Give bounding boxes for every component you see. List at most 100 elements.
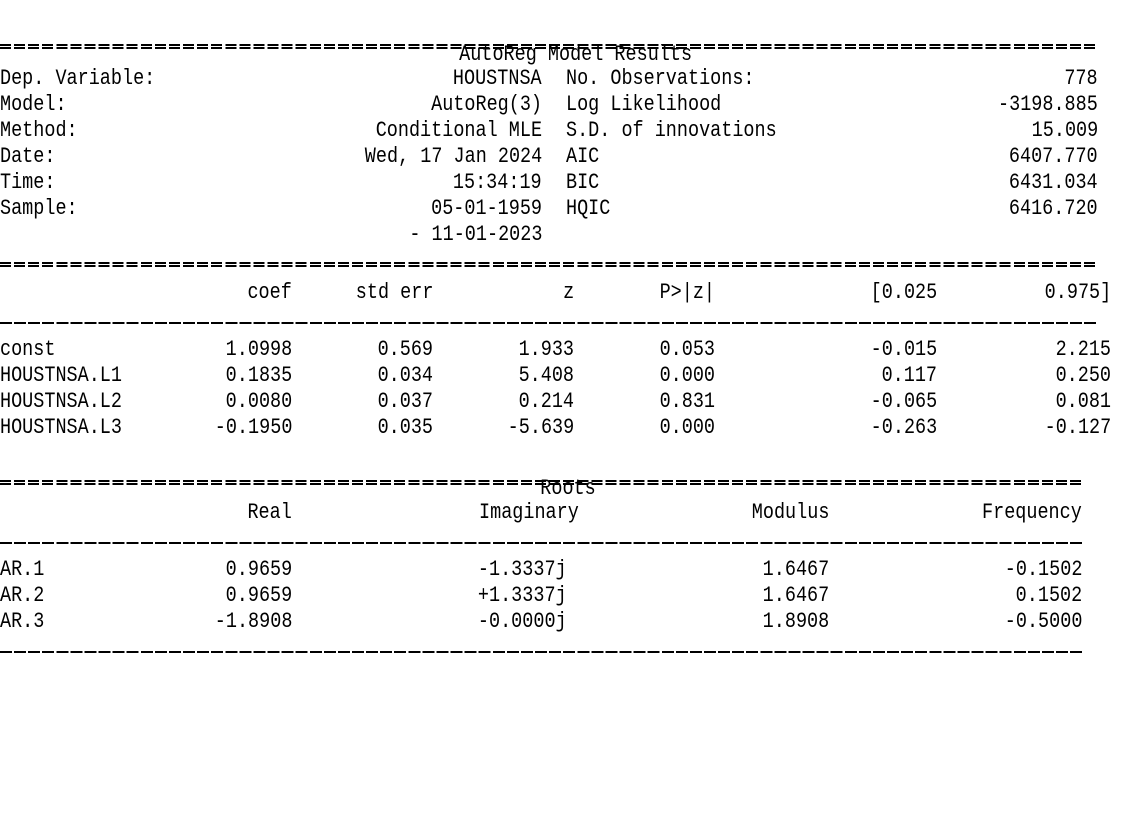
coef-header: coef xyxy=(247,280,292,305)
roots-header-rule xyxy=(0,542,1083,544)
info-right-value: 6416.720 xyxy=(1009,196,1098,221)
modulus-value: 1.8908 xyxy=(762,609,829,634)
info-right-label: HQIC xyxy=(566,196,611,221)
info-right-label: S.D. of innovations xyxy=(566,118,777,143)
ci-upper-value: 0.250 xyxy=(1055,363,1111,388)
ci-lower-value: -0.263 xyxy=(870,415,937,440)
info-left-value: Wed, 17 Jan 2024 xyxy=(364,144,542,169)
coef-header-row: coef std err z P>|z| [0.025 0.975] xyxy=(0,280,1121,306)
z-header: z xyxy=(562,280,574,305)
info-row: Date: Wed, 17 Jan 2024 AIC 6407.770 xyxy=(0,144,1121,170)
roots-bottom-rule xyxy=(0,651,1083,653)
coef-variable: const xyxy=(0,337,56,362)
coef-variable: HOUSTNSA.L1 xyxy=(0,363,122,388)
coef-row: HOUSTNSA.L2 0.0080 0.037 0.214 0.831 -0.… xyxy=(0,389,1121,415)
root-label: AR.1 xyxy=(0,557,45,582)
coef-value: -0.1950 xyxy=(214,415,292,440)
pvalue-value: 0.831 xyxy=(659,389,715,414)
pvalue-value: 0.000 xyxy=(659,415,715,440)
z-value: -5.639 xyxy=(507,415,574,440)
info-left-value: AutoReg(3) xyxy=(431,92,542,117)
imaginary-value: +1.3337j xyxy=(478,583,567,608)
info-row: Sample: 05-01-1959 HQIC 6416.720 xyxy=(0,196,1121,222)
info-right-label: AIC xyxy=(566,144,600,169)
z-value: 1.933 xyxy=(518,337,574,362)
z-value: 0.214 xyxy=(518,389,574,414)
ci-lower-value: -0.065 xyxy=(870,389,937,414)
ci-lower-value: -0.015 xyxy=(870,337,937,362)
roots-row: AR.3 -1.8908 -0.0000j 1.8908 -0.5000 xyxy=(0,609,1121,635)
ci-lower-header: [0.025 xyxy=(870,280,937,305)
roots-row: AR.1 0.9659 -1.3337j 1.6467 -0.1502 xyxy=(0,557,1121,583)
info-left-value: - 11-01-2023 xyxy=(408,222,542,247)
info-left-label: Date: xyxy=(0,144,56,169)
frequency-header: Frequency xyxy=(982,500,1082,525)
modulus-value: 1.6467 xyxy=(762,583,829,608)
roots-top-double-rule xyxy=(0,480,1083,485)
coef-row: HOUSTNSA.L1 0.1835 0.034 5.408 0.000 0.1… xyxy=(0,363,1121,389)
info-row: Model: AutoReg(3) Log Likelihood -3198.8… xyxy=(0,92,1121,118)
info-row: Dep. Variable: HOUSTNSA No. Observations… xyxy=(0,66,1121,92)
coef-value: 1.0998 xyxy=(225,337,292,362)
info-left-value: 05-01-1959 xyxy=(431,196,542,221)
pvalue-header: P>|z| xyxy=(659,280,715,305)
info-right-value: 15.009 xyxy=(1031,118,1098,143)
info-right-value: 778 xyxy=(1064,66,1098,91)
coef-value: 0.1835 xyxy=(225,363,292,388)
ci-upper-value: -0.127 xyxy=(1044,415,1111,440)
coef-variable: HOUSTNSA.L3 xyxy=(0,415,122,440)
real-header: Real xyxy=(247,500,292,525)
root-label: AR.2 xyxy=(0,583,45,608)
roots-header-row: Real Imaginary Modulus Frequency xyxy=(0,500,1121,526)
stderr-value: 0.035 xyxy=(377,415,433,440)
stderr-header: std err xyxy=(355,280,433,305)
ci-upper-value: 0.081 xyxy=(1055,389,1111,414)
ci-upper-header: 0.975] xyxy=(1044,280,1111,305)
coef-row: const 1.0998 0.569 1.933 0.053 -0.015 2.… xyxy=(0,337,1121,363)
info-right-label: No. Observations: xyxy=(566,66,755,91)
info-right-value: 6431.034 xyxy=(1009,170,1098,195)
modulus-header: Modulus xyxy=(751,500,829,525)
root-label: AR.3 xyxy=(0,609,45,634)
info-left-value: HOUSTNSA xyxy=(453,66,542,91)
info-left-label: Model: xyxy=(0,92,67,117)
coef-value: 0.0080 xyxy=(225,389,292,414)
real-value: 0.9659 xyxy=(225,557,292,582)
imaginary-value: -0.0000j xyxy=(478,609,567,634)
stderr-value: 0.037 xyxy=(377,389,433,414)
pvalue-value: 0.000 xyxy=(659,363,715,388)
info-left-label: Method: xyxy=(0,118,78,143)
stderr-value: 0.034 xyxy=(377,363,433,388)
z-value: 5.408 xyxy=(518,363,574,388)
coef-row: HOUSTNSA.L3 -0.1950 0.035 -5.639 0.000 -… xyxy=(0,415,1121,441)
info-left-label: Dep. Variable: xyxy=(0,66,156,91)
frequency-value: 0.1502 xyxy=(1015,583,1082,608)
coef-header-rule xyxy=(0,322,1098,324)
stderr-value: 0.569 xyxy=(377,337,433,362)
frequency-value: -0.5000 xyxy=(1004,609,1082,634)
ci-upper-value: 2.215 xyxy=(1055,337,1111,362)
coef-top-double-rule xyxy=(0,262,1098,267)
ci-lower-value: 0.117 xyxy=(881,363,937,388)
top-double-rule xyxy=(0,44,1098,49)
info-left-value: Conditional MLE xyxy=(375,118,542,143)
info-right-value: 6407.770 xyxy=(1009,144,1098,169)
info-left-label: Sample: xyxy=(0,196,78,221)
info-left-value: 15:34:19 xyxy=(453,170,542,195)
modulus-value: 1.6467 xyxy=(762,557,829,582)
info-right-label: Log Likelihood xyxy=(566,92,722,117)
info-right-label: BIC xyxy=(566,170,600,195)
info-row: Method: Conditional MLE S.D. of innovati… xyxy=(0,118,1121,144)
info-row: - 11-01-2023 xyxy=(0,222,1121,248)
imaginary-value: -1.3337j xyxy=(478,557,567,582)
imaginary-header: Imaginary xyxy=(479,500,579,525)
info-row: Time: 15:34:19 BIC 6431.034 xyxy=(0,170,1121,196)
real-value: -1.8908 xyxy=(214,609,292,634)
coef-variable: HOUSTNSA.L2 xyxy=(0,389,122,414)
frequency-value: -0.1502 xyxy=(1004,557,1082,582)
info-left-label: Time: xyxy=(0,170,56,195)
real-value: 0.9659 xyxy=(225,583,292,608)
roots-row: AR.2 0.9659 +1.3337j 1.6467 0.1502 xyxy=(0,583,1121,609)
pvalue-value: 0.053 xyxy=(659,337,715,362)
